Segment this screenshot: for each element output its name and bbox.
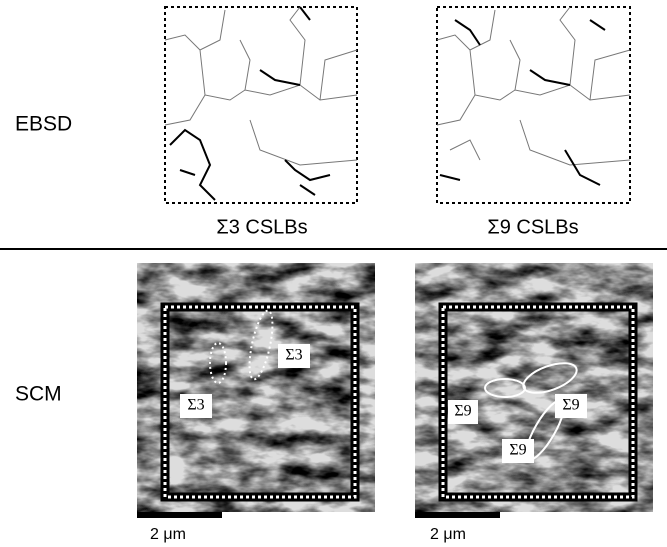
panel-caption: Σ3 CSLBs	[216, 216, 307, 238]
panel-caption: Σ9 CSLBs	[487, 216, 578, 238]
scale-bar	[137, 512, 222, 518]
scale-label: 2 μm	[430, 526, 466, 543]
row-label: EBSD	[15, 113, 72, 136]
row-label: SCM	[15, 383, 62, 406]
scale-bar	[415, 512, 500, 518]
ebsd-map	[437, 7, 630, 203]
annotation: Σ9	[562, 397, 579, 414]
ebsd-map	[165, 7, 357, 203]
scale-label: 2 μm	[150, 526, 186, 543]
annotation: Σ3	[285, 347, 302, 364]
figure: EBSD SCM Σ3 CSLBs Σ9 CSLBs Σ3 Σ3 2 μm	[0, 0, 667, 547]
scm-image	[415, 263, 653, 512]
annotation: Σ3	[187, 397, 204, 414]
scm-image	[137, 263, 375, 512]
annotation: Σ9	[454, 403, 471, 420]
annotation: Σ9	[509, 442, 526, 459]
